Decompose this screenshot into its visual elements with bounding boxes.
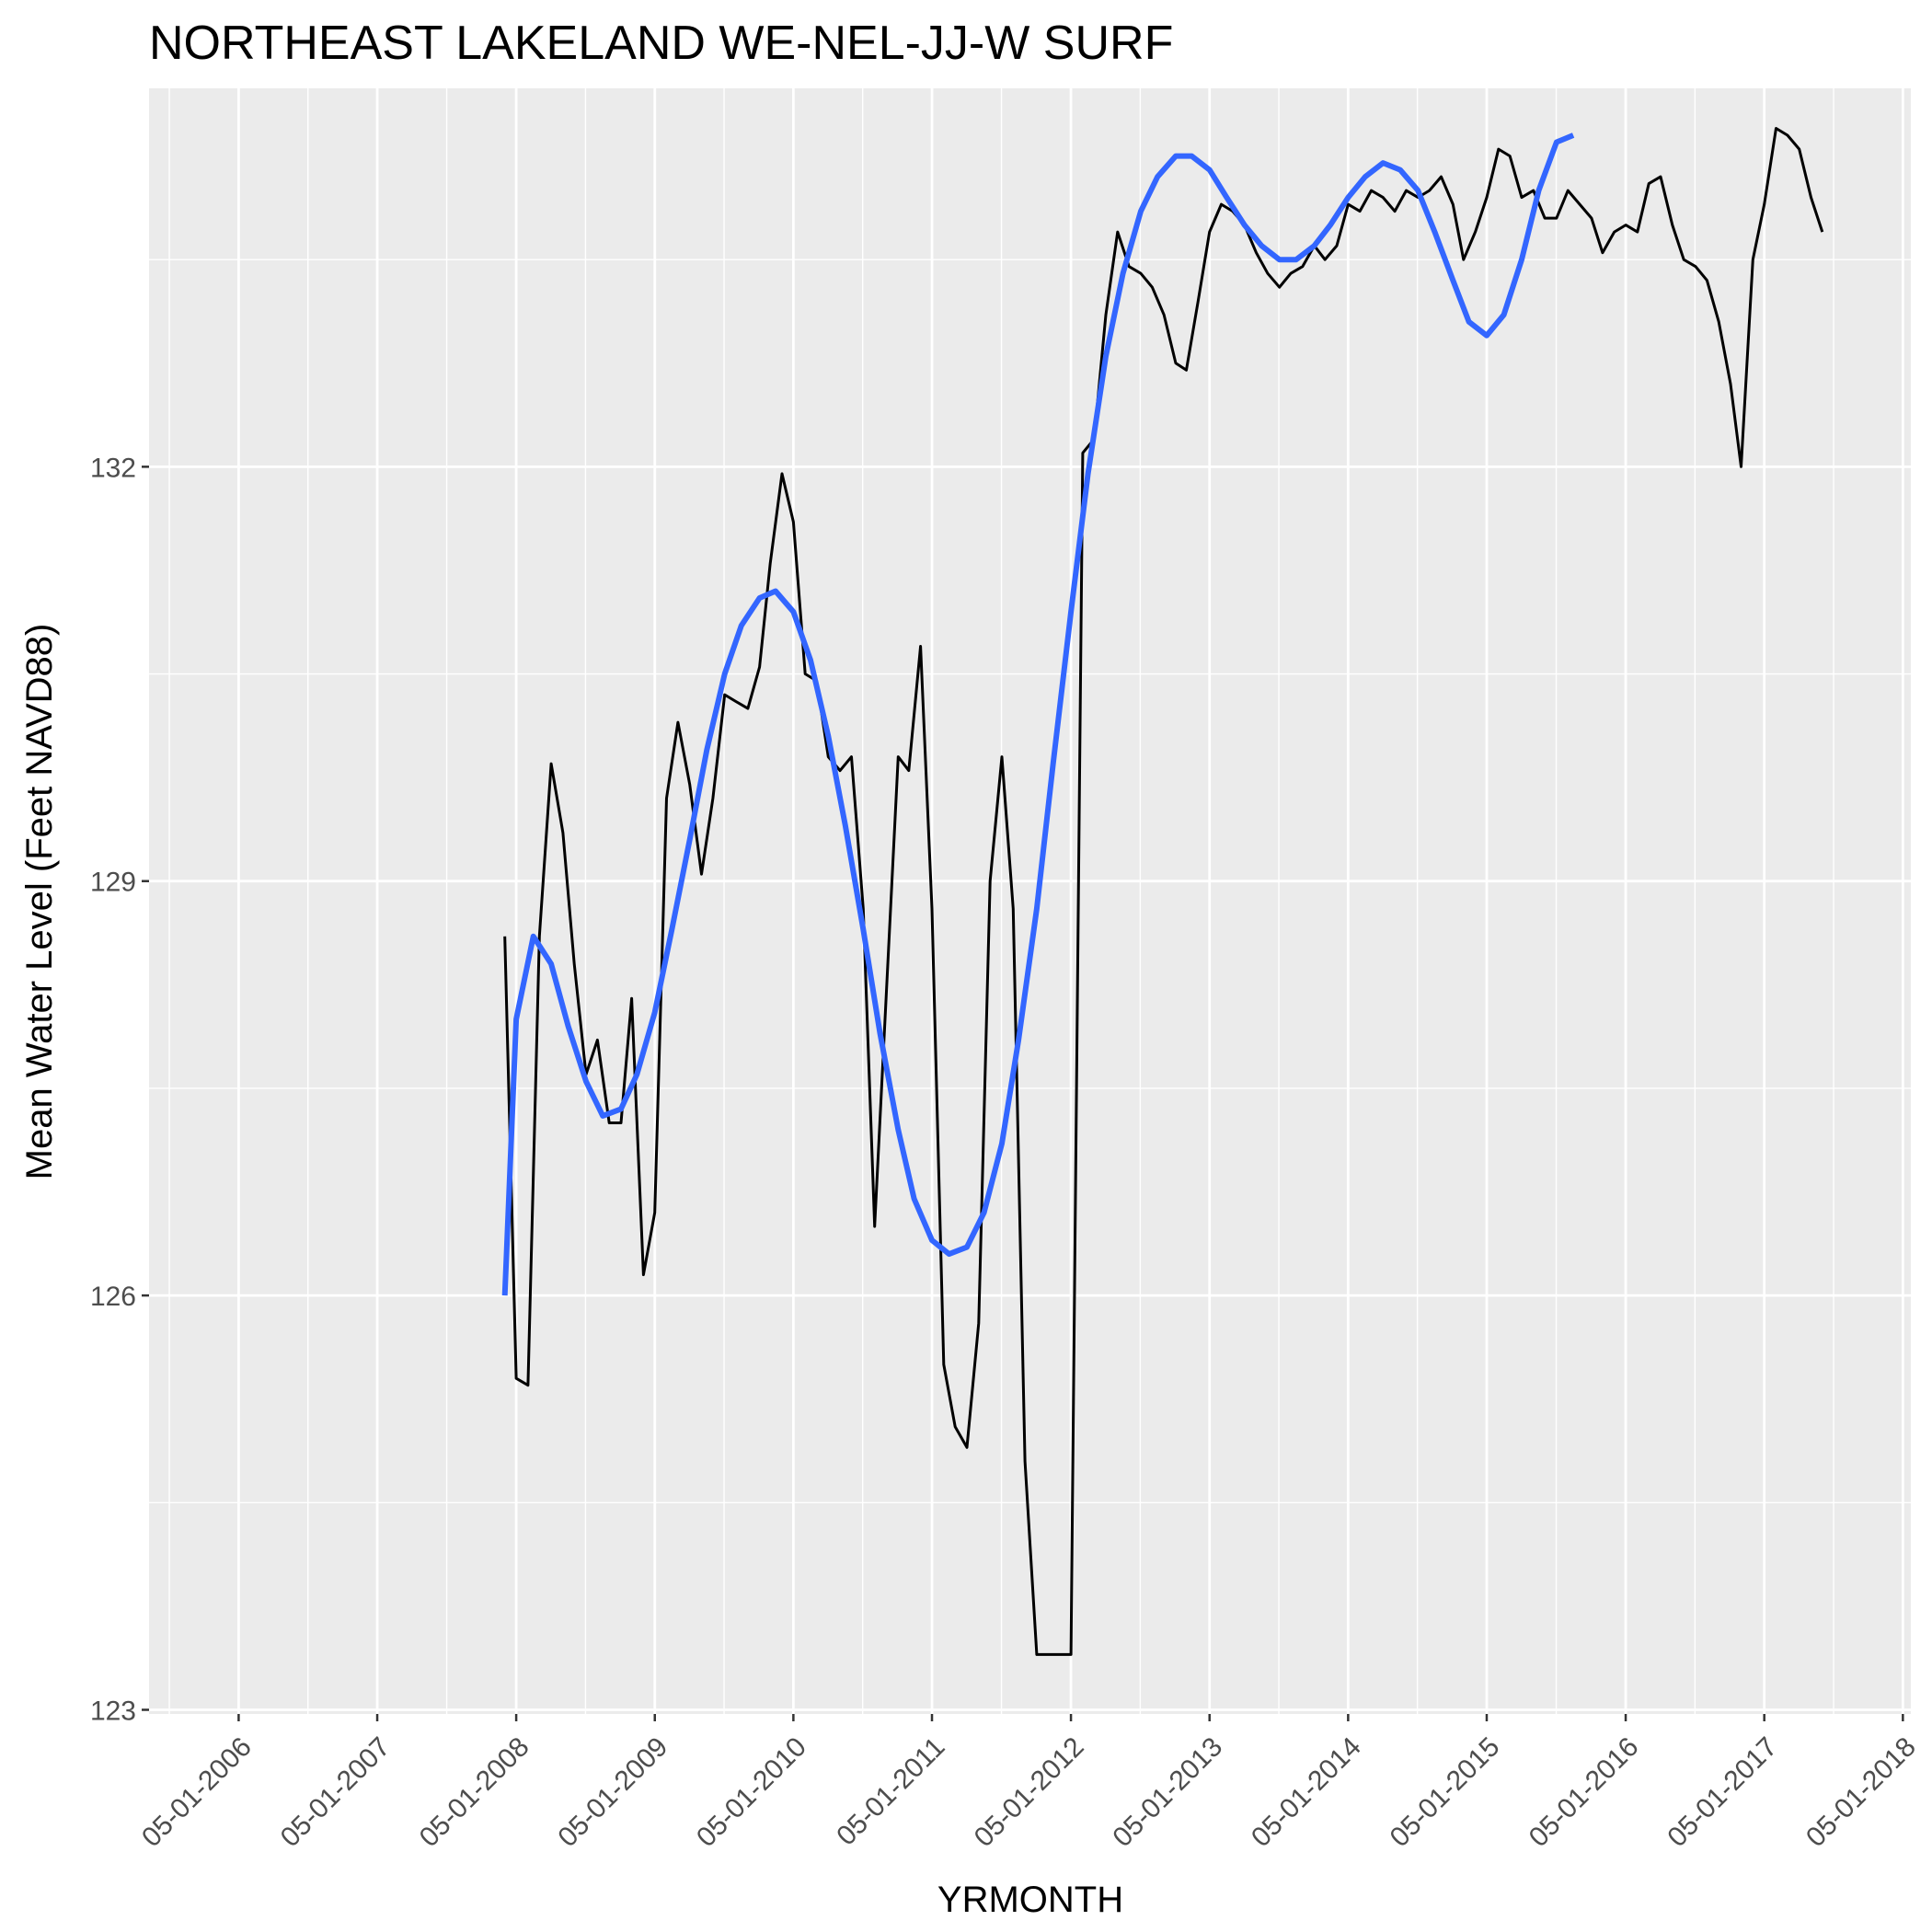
x-tick-label: 05-01-2010 xyxy=(691,1731,812,1853)
x-tick-label: 05-01-2015 xyxy=(1385,1731,1506,1853)
x-tick-label: 05-01-2018 xyxy=(1800,1731,1922,1853)
x-tick-label: 05-01-2012 xyxy=(969,1731,1090,1853)
x-tick-label: 05-01-2017 xyxy=(1662,1731,1783,1853)
y-tick-label: 123 xyxy=(90,1696,136,1726)
x-tick-label: 05-01-2016 xyxy=(1524,1731,1645,1853)
water-level-line xyxy=(503,127,1824,1656)
x-axis-title: YRMONTH xyxy=(937,1880,1123,1920)
y-tick-label: 129 xyxy=(90,868,136,898)
x-tick-label: 05-01-2013 xyxy=(1107,1731,1228,1853)
x-axis: 05-01-2006 05-01-2007 05-01-2008 05-01-2009… xyxy=(136,1714,1922,1853)
major-gridlines xyxy=(149,88,1911,1714)
x-tick-label: 05-01-2011 xyxy=(831,1731,950,1851)
plot-panel xyxy=(149,88,1911,1714)
y-tick-label: 132 xyxy=(90,453,136,483)
x-tick-label: 05-01-2009 xyxy=(552,1731,673,1853)
series-layer xyxy=(501,127,1824,1656)
chart-title: NORTHEAST LAKELAND WE-NEL-JJ-W SURF xyxy=(149,17,1173,70)
minor-gridlines xyxy=(149,88,1911,1714)
y-axis-title: Mean Water Level (Feet NAVD88) xyxy=(19,624,60,1180)
x-tick-label: 05-01-2008 xyxy=(414,1731,535,1853)
x-tick-label: 05-01-2006 xyxy=(136,1731,258,1853)
x-tick-label: 05-01-2014 xyxy=(1246,1731,1367,1853)
smooth-trend-line xyxy=(501,132,1575,1296)
y-axis: 123 126 129 132 xyxy=(90,453,149,1726)
y-tick-label: 126 xyxy=(90,1282,136,1312)
x-tick-label: 05-01-2007 xyxy=(275,1731,397,1853)
